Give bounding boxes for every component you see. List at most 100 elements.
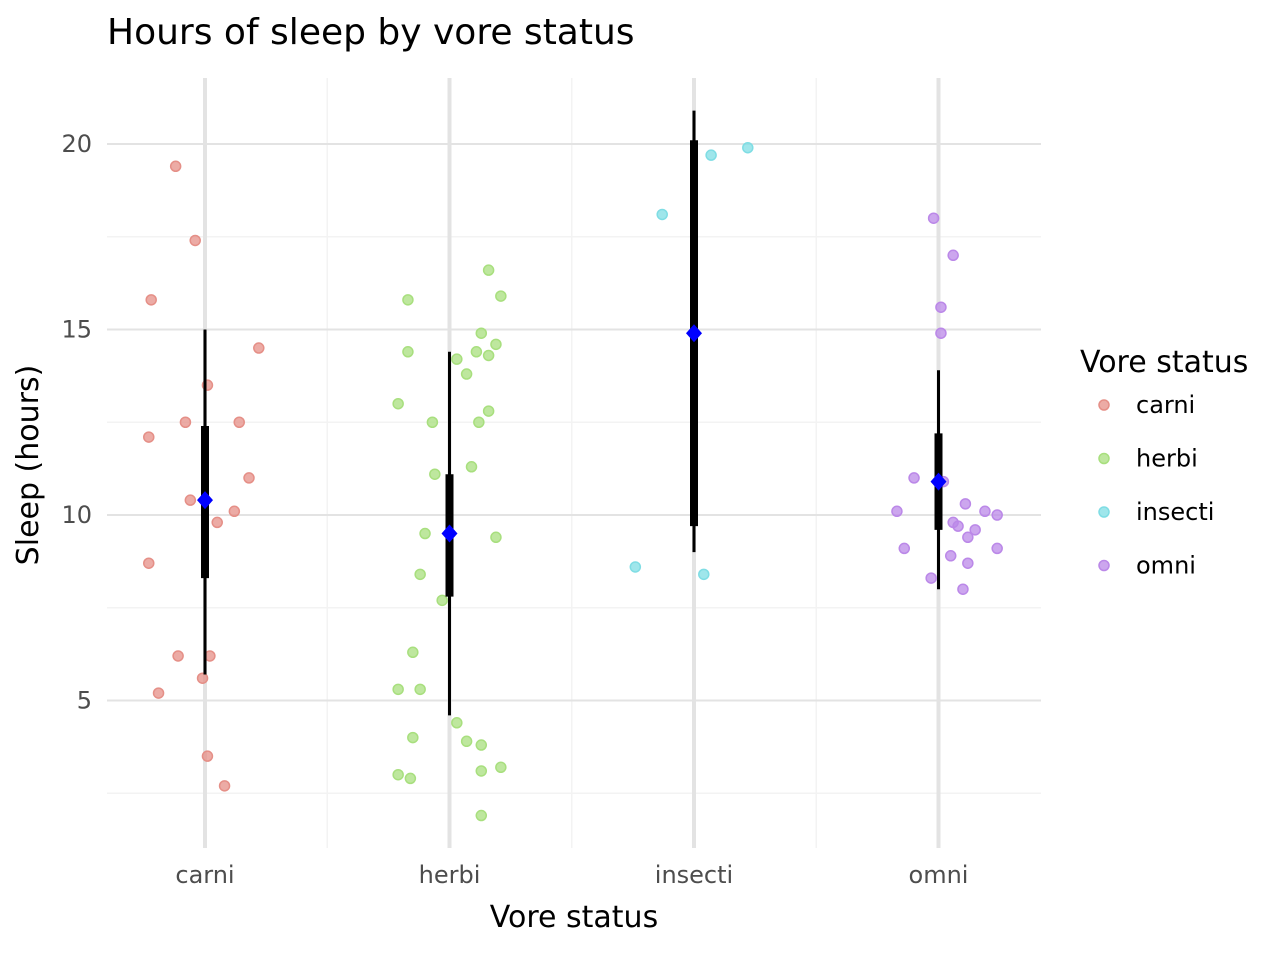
- data-point-herbi: [402, 346, 414, 358]
- legend-label-herbi: herbi: [1136, 445, 1198, 473]
- major-gridlines: [107, 78, 1041, 848]
- data-point-herbi: [475, 765, 488, 777]
- legend: Vore status carni herbi insecti omni: [1080, 345, 1248, 580]
- data-point-carni: [228, 505, 241, 518]
- data-point-herbi: [407, 731, 419, 744]
- data-point-carni: [233, 416, 245, 428]
- data-point-herbi: [490, 531, 502, 544]
- y-tick-label: 5: [77, 687, 92, 715]
- data-point-herbi: [407, 646, 419, 659]
- data-point-omni: [908, 472, 920, 484]
- data-point-herbi: [475, 809, 488, 822]
- data-point-carni: [179, 416, 192, 428]
- data-point-carni: [152, 687, 165, 699]
- data-point-herbi: [414, 568, 426, 581]
- data-point-herbi: [414, 683, 426, 696]
- chart-title: Hours of sleep by vore status: [107, 12, 635, 53]
- data-point-carni: [218, 780, 231, 792]
- data-point-insecti: [656, 208, 668, 221]
- data-point-omni: [959, 498, 972, 510]
- data-point-herbi: [490, 338, 502, 351]
- data-point-herbi: [429, 468, 441, 480]
- data-point-omni: [991, 509, 1003, 521]
- summary-intervals: [197, 110, 947, 716]
- legend-key-omni: [1098, 559, 1110, 572]
- data-point-herbi: [495, 761, 507, 774]
- data-point-herbi: [451, 717, 463, 729]
- data-point-carni: [172, 650, 184, 662]
- legend-key-carni: [1098, 399, 1110, 411]
- y-axis-label: Sleep (hours): [11, 365, 46, 566]
- data-point-herbi: [426, 416, 439, 428]
- data-point-herbi: [470, 346, 483, 358]
- data-point-carni: [184, 494, 197, 506]
- data-point-herbi: [402, 294, 414, 306]
- x-axis-label: Vore status: [490, 900, 658, 935]
- y-tick-label: 20: [61, 130, 92, 158]
- data-point-carni: [145, 294, 157, 306]
- y-tick-label: 10: [61, 501, 92, 529]
- y-axis-tick-labels: 5 10 15 20: [61, 130, 92, 715]
- data-point-herbi: [473, 416, 485, 428]
- data-point-insecti: [698, 568, 710, 581]
- data-point-carni: [169, 160, 182, 173]
- data-point-omni: [991, 542, 1003, 555]
- data-point-carni: [211, 516, 223, 529]
- data-point-carni: [143, 431, 155, 443]
- data-point-omni: [891, 505, 903, 518]
- x-tick-label: carni: [175, 861, 234, 889]
- data-point-herbi: [392, 768, 404, 781]
- data-point-herbi: [392, 397, 404, 410]
- data-point-omni: [962, 531, 974, 544]
- data-point-omni: [898, 542, 911, 555]
- data-point-herbi: [460, 735, 473, 748]
- data-point-insecti: [705, 149, 717, 161]
- data-point-carni: [253, 342, 265, 354]
- data-point-herbi: [419, 527, 431, 540]
- x-tick-label: herbi: [419, 861, 481, 889]
- data-point-omni: [969, 524, 981, 536]
- data-point-omni: [947, 249, 959, 262]
- y-tick-label: 15: [61, 316, 92, 344]
- data-point-insecti: [742, 141, 754, 154]
- legend-key-insecti: [1098, 506, 1110, 518]
- data-point-herbi: [460, 368, 473, 380]
- mean-marker-omni: [930, 472, 947, 491]
- data-point-herbi: [436, 594, 448, 607]
- data-point-omni: [935, 327, 947, 339]
- data-point-carni: [201, 750, 214, 762]
- data-point-herbi: [482, 405, 495, 417]
- mean-marker-herbi: [441, 524, 458, 543]
- data-point-herbi: [475, 327, 488, 339]
- x-axis-tick-labels: carni herbi insecti omni: [175, 861, 968, 889]
- data-point-herbi: [465, 461, 478, 473]
- legend-key-herbi: [1098, 452, 1110, 465]
- data-point-omni: [979, 505, 991, 518]
- legend-label-insecti: insecti: [1136, 498, 1214, 526]
- data-point-herbi: [475, 739, 488, 751]
- data-point-herbi: [404, 772, 417, 785]
- data-point-insecti: [629, 561, 642, 573]
- mean-marker-carni: [197, 491, 213, 510]
- data-point-omni: [962, 557, 974, 569]
- data-point-carni: [243, 472, 255, 484]
- data-point-herbi: [451, 353, 463, 365]
- data-point-herbi: [495, 290, 507, 302]
- data-point-herbi: [482, 349, 495, 362]
- legend-label-omni: omni: [1136, 552, 1196, 580]
- data-point-herbi: [482, 264, 495, 276]
- data-point-omni: [927, 212, 940, 224]
- data-point-omni: [944, 550, 957, 562]
- minor-gridlines: [107, 78, 1041, 848]
- data-point-carni: [189, 234, 201, 247]
- data-point-omni: [952, 520, 964, 532]
- data-point-carni: [143, 557, 155, 569]
- mean-marker-insecti: [686, 324, 702, 343]
- data-point-omni: [935, 301, 947, 313]
- data-point-herbi: [392, 683, 404, 696]
- legend-title: Vore status: [1080, 345, 1248, 380]
- legend-label-carni: carni: [1136, 391, 1195, 419]
- data-points: [143, 141, 1003, 822]
- x-tick-label: omni: [909, 861, 969, 889]
